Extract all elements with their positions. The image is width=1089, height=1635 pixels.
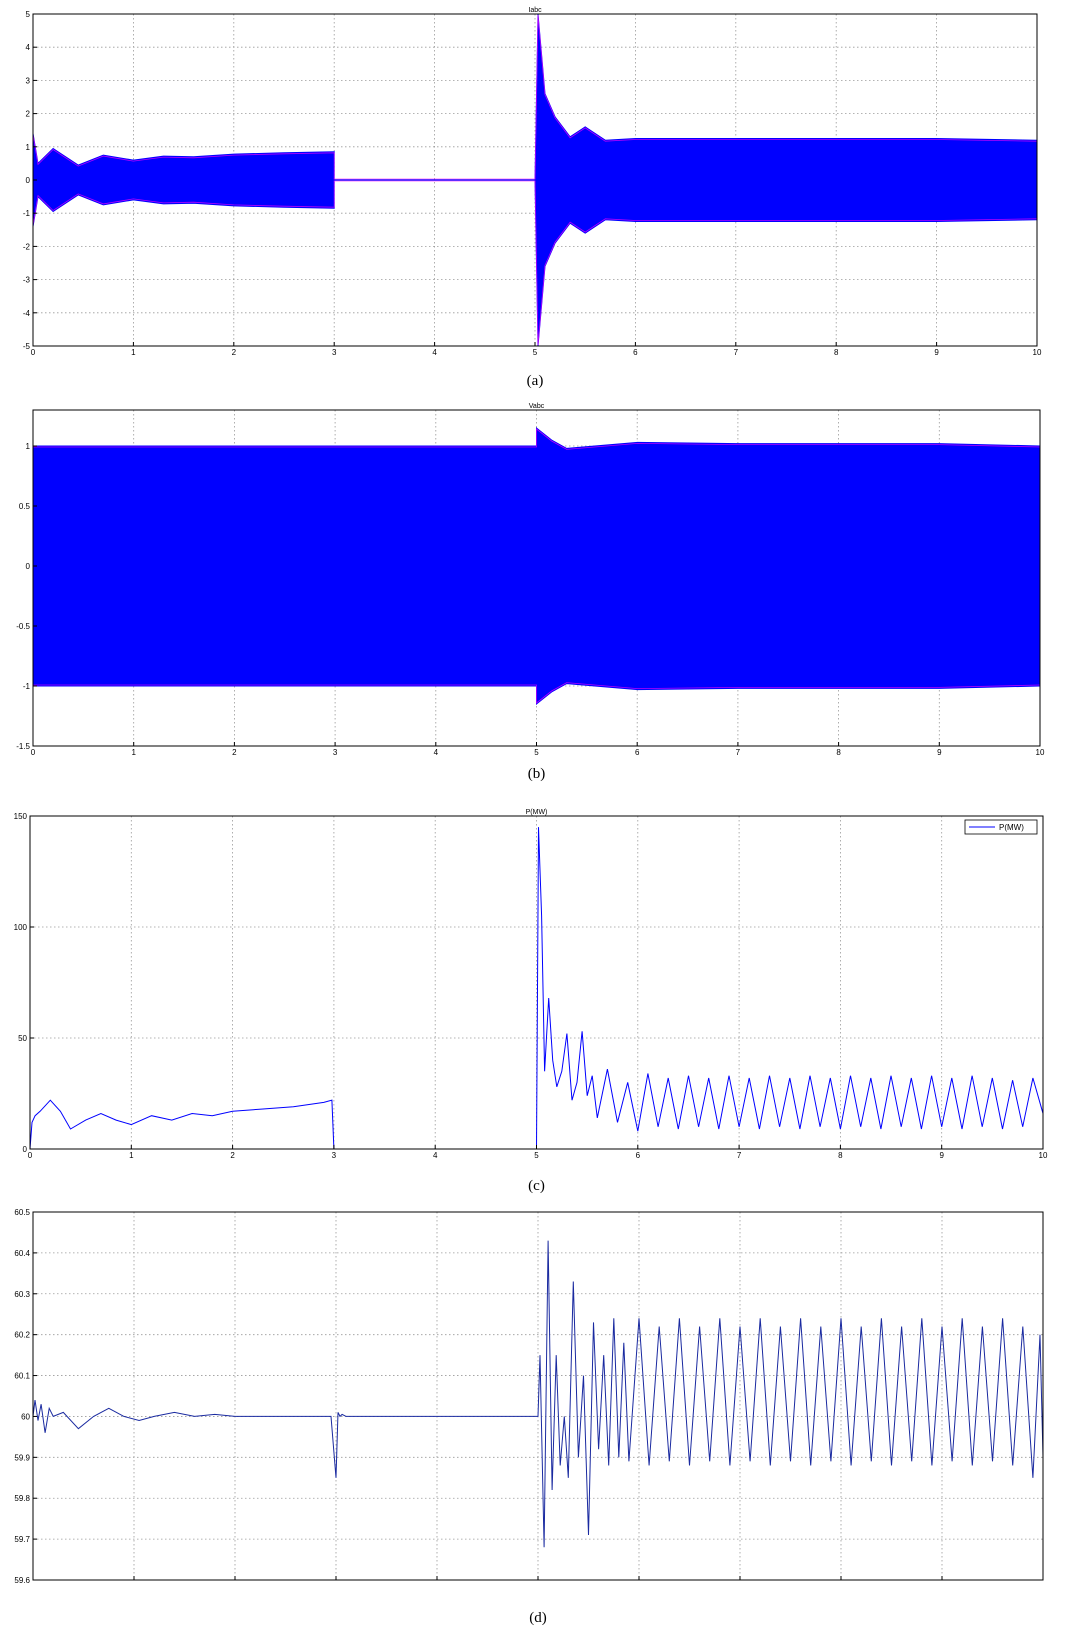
- y-tick-label: 60.3: [14, 1290, 30, 1299]
- panel-title: P(MW): [526, 809, 548, 816]
- y-tick-label: -1: [23, 209, 31, 218]
- x-tick-label: 6: [633, 348, 638, 357]
- y-tick-label: 3: [26, 76, 31, 85]
- x-tick-label: 5: [534, 748, 539, 757]
- x-tick-label: 7: [736, 748, 741, 757]
- data-layer: [33, 14, 1037, 346]
- data-layer: [33, 426, 1040, 706]
- y-tick-label: -4: [23, 309, 31, 318]
- x-tick-label: 1: [131, 348, 136, 357]
- panel-d: 59.6 59.7 59.8 59.9 60 60.1 60.2 60.3 60.4 60.5 (d…: [14, 1208, 1044, 1626]
- x-tick-label: 0: [28, 1151, 33, 1160]
- y-tick-label: -3: [23, 276, 31, 285]
- x-tick-label: 10: [1039, 1151, 1048, 1160]
- y-tick-label: 0: [26, 562, 31, 571]
- phase-trough-line: [33, 178, 1037, 346]
- y-tick-label: -1.5: [16, 742, 30, 751]
- panel-b: 0 1 2 3 4 5 6 7 8 9 10 -1.5 -1 -0.5 0 0.5 1 Vabc (b): [16, 403, 1045, 782]
- y-tick-label: 59.6: [14, 1576, 30, 1585]
- x-tick-label: 7: [737, 1151, 742, 1160]
- x-tick-label: 3: [333, 748, 338, 757]
- x-tick-label: 8: [834, 348, 839, 357]
- y-tick-label: 50: [18, 1034, 27, 1043]
- y-tick-label: 59.9: [14, 1453, 30, 1462]
- x-tick-label: 4: [432, 348, 437, 357]
- x-tick-label: 3: [332, 348, 337, 357]
- data-layer: [30, 827, 1043, 1149]
- y-tick-label: 59.8: [14, 1494, 30, 1503]
- x-tick-label: 0: [31, 348, 36, 357]
- x-tick-label: 0: [31, 748, 36, 757]
- y-tick-label: 4: [26, 43, 31, 52]
- y-tick-label: -2: [23, 242, 31, 251]
- y-tick-label: 60.1: [14, 1372, 30, 1381]
- y-tick-label: 60.4: [14, 1249, 30, 1258]
- x-tick-label: 7: [734, 348, 739, 357]
- y-tick-label: 0: [26, 176, 31, 185]
- x-tick-label: 1: [131, 748, 136, 757]
- phase-peak-line: [33, 428, 1040, 450]
- y-tick-label: 60.2: [14, 1331, 30, 1340]
- panel-title: Iabc: [528, 7, 542, 14]
- y-tick-label: 100: [14, 923, 28, 932]
- phase-peak-line: [33, 14, 1037, 182]
- x-tick-label: 2: [232, 748, 237, 757]
- legend-box: [964, 819, 1038, 835]
- x-tick-label: 8: [836, 748, 841, 757]
- x-tick-label: 2: [232, 348, 237, 357]
- legend: P(MW): [964, 819, 1038, 835]
- x-tick-label: 2: [230, 1151, 235, 1160]
- y-tick-label: 59.7: [14, 1535, 30, 1544]
- y-tick-label: 1: [26, 143, 31, 152]
- y-tick-label: 0.5: [19, 502, 31, 511]
- x-tick-label: 1: [129, 1151, 134, 1160]
- legend-label: P(MW): [999, 823, 1024, 832]
- y-tick-label: -5: [23, 342, 31, 351]
- y-tick-label: 2: [26, 110, 31, 119]
- y-tick-label: -0.5: [16, 622, 30, 631]
- y-tick-label: 60.5: [14, 1208, 30, 1217]
- panel-caption: (b): [528, 766, 546, 782]
- x-tick-label: 6: [636, 1151, 641, 1160]
- panel-caption: (c): [528, 1178, 545, 1194]
- x-tick-label: 10: [1036, 748, 1045, 757]
- x-tick-label: 8: [838, 1151, 843, 1160]
- x-tick-label: 4: [434, 748, 439, 757]
- x-tick-label: 9: [937, 748, 942, 757]
- x-tick-label: 5: [534, 1151, 539, 1160]
- x-tick-label: 5: [533, 348, 538, 357]
- x-tick-label: 3: [332, 1151, 337, 1160]
- x-tick-label: 9: [934, 348, 939, 357]
- panel-a: 0 1 2 3 4 5 6 7 8 9 10 -5 -4 -3 -2 -1 0 1 2 3 4 5 Iabc (a): [23, 7, 1042, 389]
- y-tick-label: 5: [26, 10, 31, 19]
- panel-caption: (a): [527, 373, 544, 389]
- panel-title: Vabc: [529, 403, 545, 410]
- y-tick-label: -1: [23, 682, 31, 691]
- y-tick-label: 1: [26, 442, 31, 451]
- y-tick-label: 0: [23, 1145, 28, 1154]
- x-tick-label: 4: [433, 1151, 438, 1160]
- x-tick-label: 9: [939, 1151, 944, 1160]
- phase-trough-line: [33, 682, 1040, 704]
- panel-caption: (d): [529, 1610, 547, 1626]
- y-tick-label: 150: [14, 812, 28, 821]
- x-tick-label: 6: [635, 748, 640, 757]
- y-tick-label: 60: [21, 1412, 30, 1421]
- x-tick-label: 10: [1033, 348, 1042, 357]
- data-layer: [33, 1240, 1043, 1548]
